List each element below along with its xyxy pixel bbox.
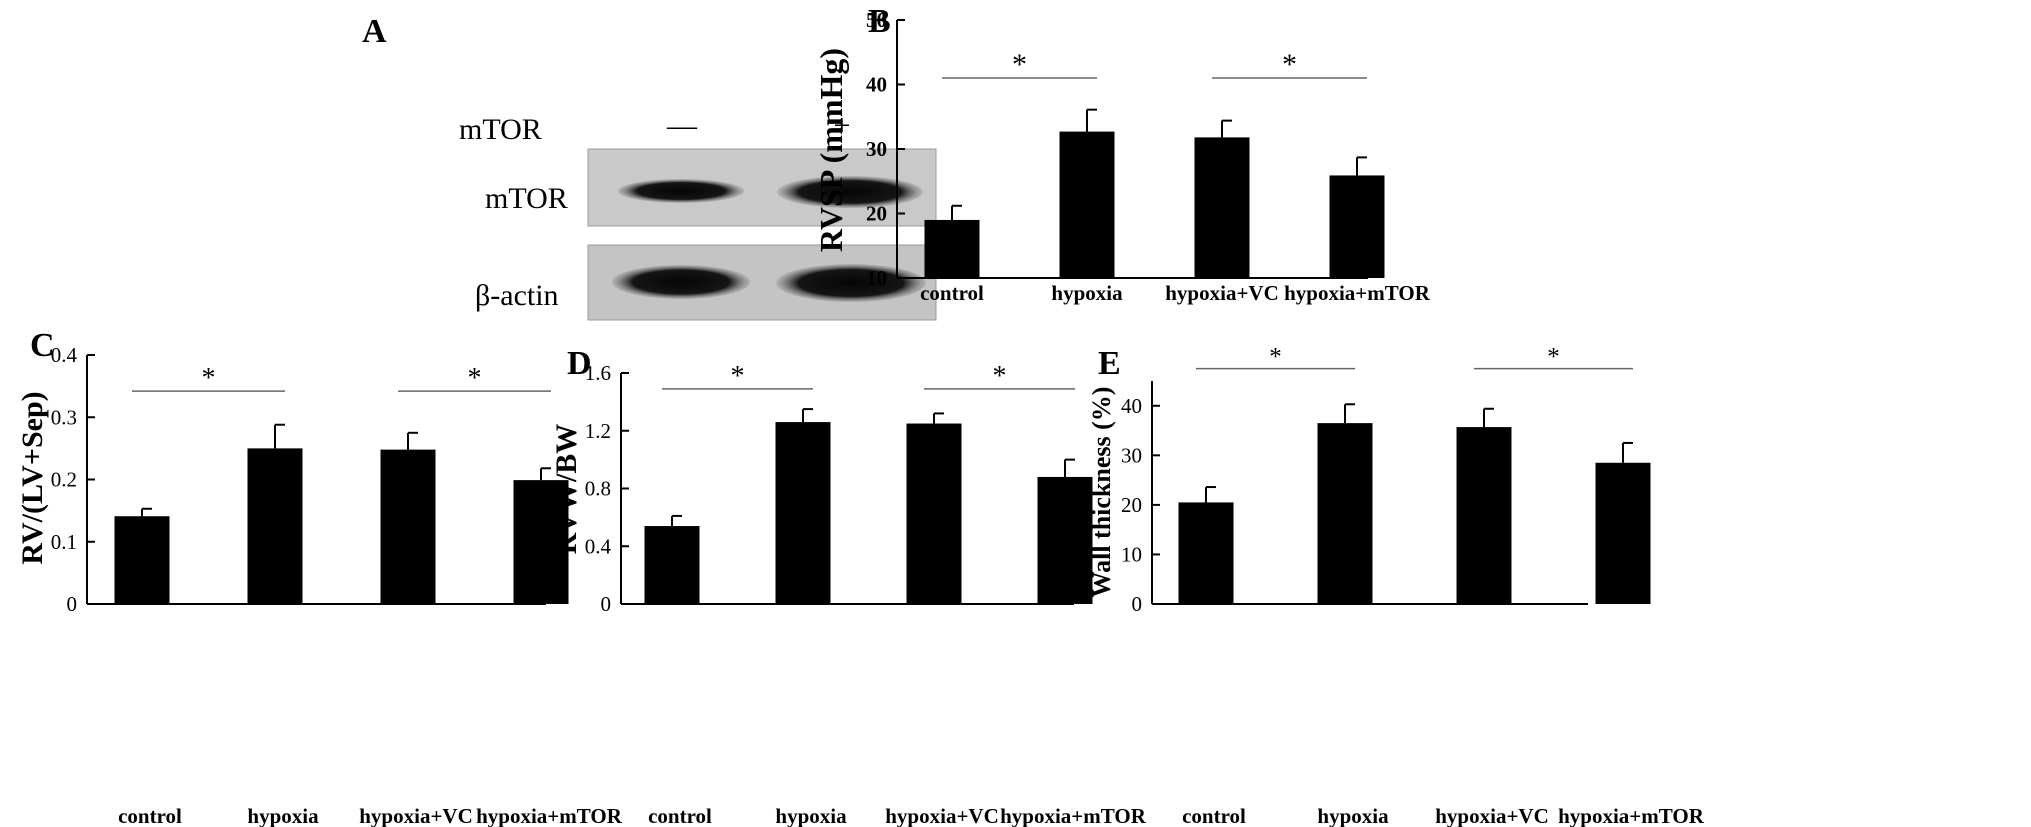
blot-band-mtor-lane2 [777,176,923,208]
y-tick-label-d: 1.2 [585,419,611,443]
y-tick-label-e: 10 [1121,542,1142,566]
significance-star-d: * [993,361,1007,392]
y-tick-label-c: 0 [67,592,78,616]
bar-d [1037,476,1093,604]
y-tick-label-b: 50 [866,8,887,32]
y-tick-label-b: 10 [866,266,887,290]
category-label-c: hypoxia+mTOR [476,804,623,827]
category-label-e: hypoxia+mTOR [1558,804,1705,827]
blot-row-label-beta-actin: β-actin [475,279,559,312]
y-tick-label-b: 30 [866,137,887,161]
category-label-e: hypoxia [1317,804,1389,827]
blot-band-mtor-lane1 [618,179,744,203]
y-tick-label-d: 0.8 [585,477,611,501]
bar-b [1329,175,1385,278]
category-label-d: hypoxia+mTOR [1000,804,1147,827]
y-tick-label-c: 0.4 [51,343,78,367]
y-tick-label-b: 20 [866,202,887,226]
category-label-c: hypoxia+VC [359,804,473,827]
category-label-d: control [648,804,712,827]
bar-d [775,422,831,604]
bar-c [380,449,436,604]
bar-c [114,516,170,604]
blot-header-label: mTOR [459,113,542,146]
bar-c [513,480,569,604]
panel-letter-b: B [868,3,891,40]
category-label-b: control [920,281,984,305]
y-tick-label-b: 40 [866,73,887,97]
y-axis-title-d: RVW/BW [550,424,583,555]
y-tick-label-c: 0.3 [51,405,77,429]
bar-chart-c: C00.10.20.30.4RV/(LV+Sep)control hypoxia h… [16,327,623,827]
y-tick-label-e: 40 [1121,394,1142,418]
bar-e [1595,462,1651,604]
y-tick-label-d: 0.4 [585,534,612,558]
western-blot-panel: A mTOR — + mTOR β-actin [362,13,937,321]
category-label-c: hypoxia [247,804,319,827]
y-tick-label-e: 20 [1121,493,1142,517]
significance-star-b: * [1282,48,1297,81]
category-label-e: control [1182,804,1246,827]
bar-e [1317,423,1373,604]
category-label-b: hypoxia+mTOR [1284,281,1431,305]
category-label-b: hypoxia+VC [1165,281,1279,305]
bar-d [644,526,700,604]
bar-d [906,423,962,604]
panel-letter-e: E [1098,345,1121,382]
lane-label-minus: — [666,109,698,142]
y-tick-label-d: 0 [601,592,612,616]
significance-star-c: * [468,363,482,394]
category-label-e: hypoxia+VC [1435,804,1549,827]
blot-band-beta-actin-lane2 [776,264,926,302]
significance-star-e: * [1547,344,1560,371]
significance-star-b: * [1012,48,1027,81]
lane-label-plus: + [834,109,851,142]
bar-chart-d: D 0 0.4 0.8 1.2 1.6 RVW/BW control hypoxia hypoxi… [550,345,1147,827]
blot-band-beta-actin-lane1 [612,265,750,299]
y-axis-title-e: Wall thickness (%) [1087,387,1116,598]
significance-star-e: * [1269,344,1282,371]
y-tick-label-d: 1.6 [585,361,611,385]
blot-row-label-mtor: mTOR [485,182,568,215]
bar-b [1059,131,1115,278]
category-label-d: hypoxia+VC [885,804,999,827]
significance-star-d: * [731,361,745,392]
y-axis-title-c: RV/(LV+Sep) [16,391,49,564]
panel-letter-c: C [30,327,55,364]
category-label-c: control [118,804,182,827]
panel-letter-a: A [362,13,387,50]
category-label-b: hypoxia [1051,281,1123,305]
bar-c [247,448,303,604]
y-tick-label-c: 0.1 [51,530,77,554]
significance-star-c: * [202,363,216,394]
category-label-d: hypoxia [775,804,847,827]
y-tick-label-e: 0 [1132,592,1143,616]
y-tick-label-e: 30 [1121,443,1142,467]
bar-b [1194,137,1250,278]
bar-b [924,219,980,278]
y-tick-label-c: 0.2 [51,468,77,492]
bar-e [1178,502,1234,604]
y-axis-title-b: RVSP (mmHg) [813,48,849,252]
bar-chart-b: B 10 20 30 40 50 RVSP (mmHg) control hypoxia hypo… [813,3,1431,305]
bar-e [1456,427,1512,604]
panel-letter-d: D [567,345,592,382]
